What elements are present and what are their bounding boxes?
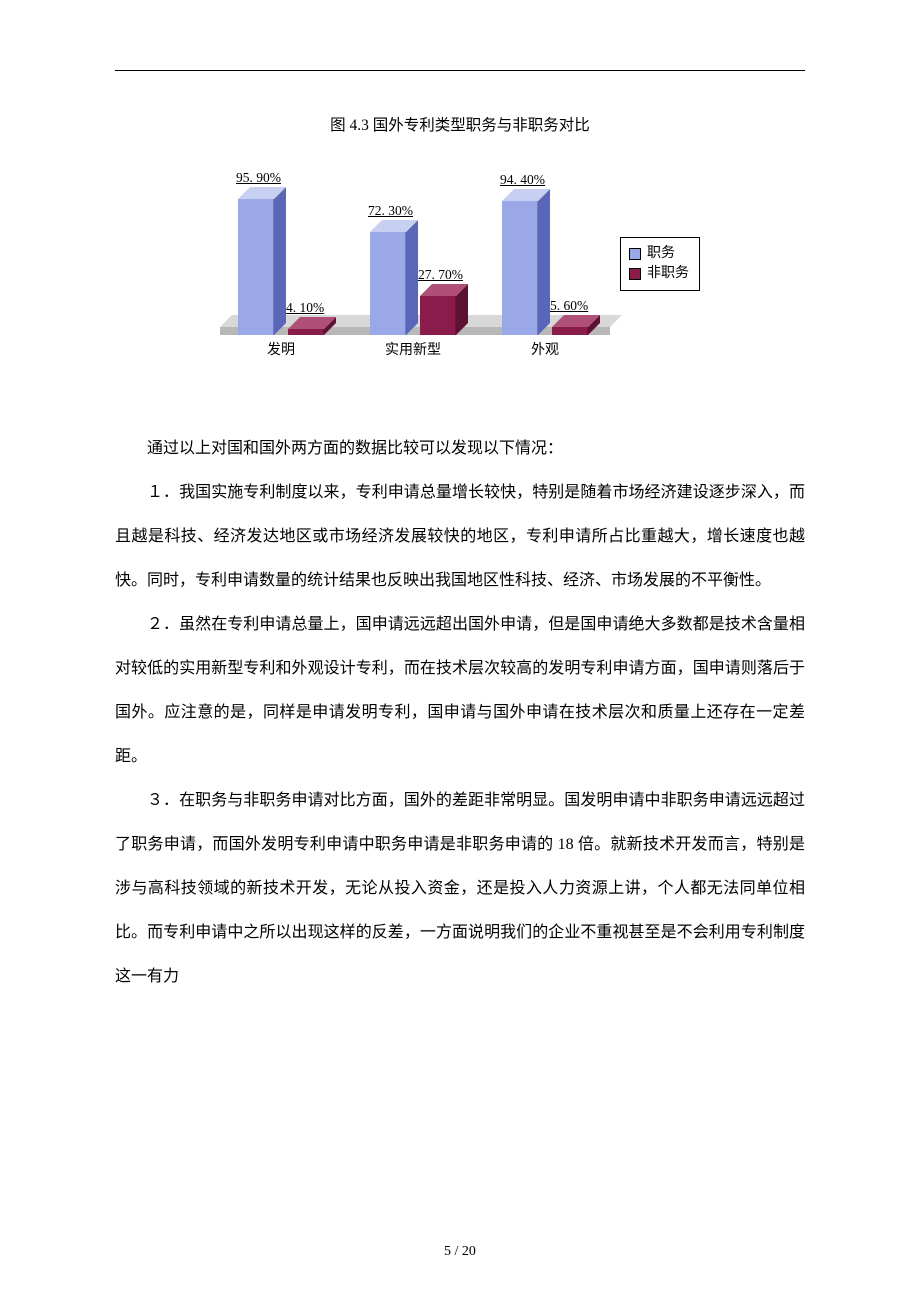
bar-value-label: 95. 90% <box>236 170 281 186</box>
chart-container: 95. 90% 4. 10% 发明 72. 30% 27. 70% 实用新型 94. 40%… <box>220 157 700 357</box>
legend-item-1: 职务 <box>629 244 689 264</box>
bar-side <box>274 187 286 335</box>
bar-front <box>238 199 274 335</box>
legend-swatch-1 <box>629 248 641 260</box>
bar-value-label: 94. 40% <box>500 172 545 188</box>
bar-front <box>502 201 538 335</box>
bar-front <box>552 327 588 335</box>
bar-front <box>370 232 406 335</box>
bar-value-label: 4. 10% <box>286 300 324 316</box>
paragraph-3: ３．在职务与非职务申请对比方面，国外的差距非常明显。国发明申请中非职务申请远远超… <box>115 779 805 999</box>
bar <box>502 189 550 335</box>
bar-value-label: 27. 70% <box>418 267 463 283</box>
chart-area: 95. 90% 4. 10% 发明 72. 30% 27. 70% 实用新型 94. 40%… <box>220 157 700 357</box>
bar <box>238 187 286 335</box>
figure-title: 图 4.3 国外专利类型职务与非职务对比 <box>115 113 805 135</box>
intro-paragraph: 通过以上对国和国外两方面的数据比较可以发现以下情况： <box>115 427 805 471</box>
bar-side <box>538 189 550 335</box>
legend: 职务 非职务 <box>620 237 700 291</box>
legend-label-1: 职务 <box>647 244 675 264</box>
bar-front <box>420 296 456 335</box>
legend-item-2: 非职务 <box>629 264 689 284</box>
xaxis-label: 发明 <box>267 339 295 359</box>
bar <box>288 317 336 335</box>
xaxis-label: 外观 <box>531 339 559 359</box>
paragraph-1: １．我国实施专利制度以来，专利申请总量增长较快，特别是随着市场经济建设逐步深入，… <box>115 471 805 603</box>
legend-swatch-2 <box>629 268 641 280</box>
header-rule <box>115 70 805 71</box>
page-number: 5 / 20 <box>0 1244 920 1260</box>
bar <box>420 284 468 335</box>
body-text: 通过以上对国和国外两方面的数据比较可以发现以下情况： １．我国实施专利制度以来，… <box>115 427 805 999</box>
bar <box>552 315 600 335</box>
bar-front <box>288 329 324 335</box>
legend-label-2: 非职务 <box>647 264 689 284</box>
paragraph-2: ２．虽然在专利申请总量上，国申请远远超出国外申请，但是国申请绝大多数都是技术含量… <box>115 603 805 779</box>
bar-value-label: 72. 30% <box>368 203 413 219</box>
bar <box>370 220 418 335</box>
bar-value-label: 5. 60% <box>550 298 588 314</box>
page-container: 图 4.3 国外专利类型职务与非职务对比 95. 90% 4. 10% 发明 72. … <box>0 0 920 1029</box>
bar-side <box>406 220 418 335</box>
xaxis-label: 实用新型 <box>385 339 441 359</box>
